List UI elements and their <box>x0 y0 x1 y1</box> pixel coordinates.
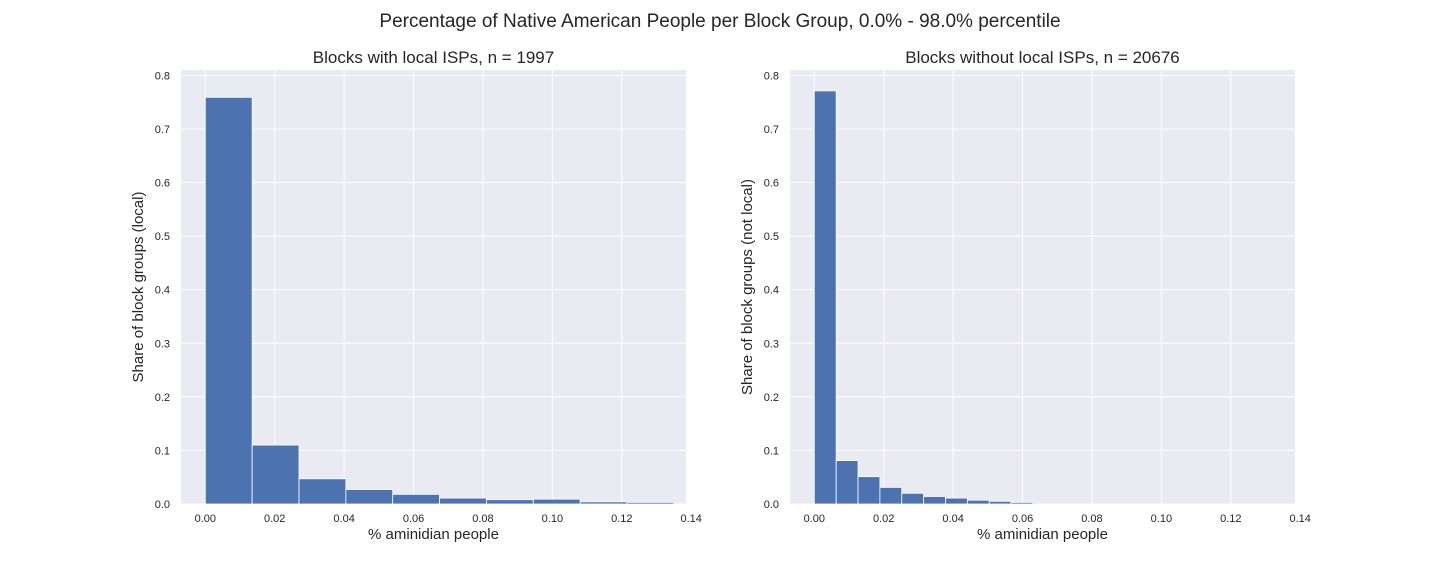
histogram-bars <box>813 90 1034 505</box>
histogram-bar <box>1010 501 1034 505</box>
y-tick-label: 0.3 <box>764 338 779 350</box>
gridlines <box>181 70 692 505</box>
y-tick-label: 0.4 <box>764 285 779 297</box>
y-tick-label: 0.8 <box>155 70 170 82</box>
x-tick-label: 0.00 <box>195 513 216 525</box>
x-tick-label: 0.04 <box>333 513 354 525</box>
plot-background <box>181 70 686 504</box>
histogram-bar <box>857 476 881 505</box>
x-tick-label: 0.06 <box>403 513 424 525</box>
histogram-bar <box>345 489 394 505</box>
histogram-bar <box>298 478 347 505</box>
x-tick-label: 0.08 <box>472 513 493 525</box>
y-tick-label: 0.0 <box>764 499 779 511</box>
panel-title: Blocks with local ISPs, n = 1997 <box>313 48 554 67</box>
x-tick-labels: 0.00 0.02 0.04 0.06 0.08 0.10 0.12 0.14 <box>804 513 1311 525</box>
y-tick-label: 0.1 <box>764 445 779 457</box>
histogram-bar <box>532 498 581 505</box>
x-tick-label: 0.06 <box>1012 513 1033 525</box>
figure-suptitle: Percentage of Native American People per… <box>379 11 1060 32</box>
histogram-bar <box>966 499 990 505</box>
gridlines <box>790 70 1301 505</box>
histogram-bar <box>835 460 859 505</box>
x-tick-label: 0.02 <box>264 513 285 525</box>
histogram-bar <box>204 96 253 505</box>
x-tick-label: 0.00 <box>804 513 825 525</box>
x-axis-label: % aminidian people <box>368 526 499 543</box>
y-tick-label: 0.6 <box>764 178 779 190</box>
histogram-bar <box>923 496 946 505</box>
histogram-bar <box>945 497 968 505</box>
y-tick-label: 0.2 <box>155 392 170 404</box>
y-tick-label: 0.2 <box>764 392 779 404</box>
y-tick-label: 0.5 <box>764 231 779 243</box>
histogram-bar <box>486 499 534 505</box>
x-tick-label: 0.02 <box>873 513 894 525</box>
histogram-bar <box>813 90 837 505</box>
y-tick-label: 0.7 <box>155 124 170 136</box>
x-tick-label: 0.10 <box>1151 513 1172 525</box>
y-tick-label: 0.6 <box>155 178 170 190</box>
x-tick-labels: 0.00 0.02 0.04 0.06 0.08 0.10 0.12 0.14 <box>195 513 702 525</box>
histogram-bar <box>251 444 300 505</box>
x-tick-label: 0.12 <box>1220 513 1241 525</box>
panel-local: 0.00 0.02 0.04 0.06 0.08 0.10 0.12 0.14 0.00.10… <box>130 48 702 543</box>
plot-background <box>790 70 1295 504</box>
y-tick-label: 0.0 <box>155 499 170 511</box>
x-axis-label: % aminidian people <box>977 526 1108 543</box>
x-tick-label: 0.08 <box>1081 513 1102 525</box>
panel-title: Blocks without local ISPs, n = 20676 <box>905 48 1180 67</box>
x-tick-label: 0.04 <box>942 513 963 525</box>
histogram-bar <box>626 501 675 505</box>
y-tick-label: 0.5 <box>155 231 170 243</box>
histogram-bar <box>879 486 903 505</box>
y-tick-label: 0.3 <box>155 338 170 350</box>
histogram-bar <box>439 497 487 505</box>
x-tick-label: 0.14 <box>1289 513 1310 525</box>
y-axis-label: Share of block groups (local) <box>130 192 147 383</box>
histogram-bars <box>204 96 675 505</box>
y-tick-label: 0.8 <box>764 70 779 82</box>
y-axis-label: Share of block groups (not local) <box>739 179 756 395</box>
x-tick-label: 0.14 <box>680 513 701 525</box>
x-tick-label: 0.12 <box>611 513 632 525</box>
y-tick-labels: 0.0 0.1 0.2 0.3 0.4 0.5 0.6 0.7 0.8 <box>155 70 170 511</box>
y-tick-label: 0.4 <box>155 285 170 297</box>
y-tick-label: 0.7 <box>764 124 779 136</box>
y-tick-label: 0.1 <box>155 445 170 457</box>
x-tick-label: 0.10 <box>542 513 563 525</box>
histogram-bar <box>392 493 440 505</box>
panel-not-local: 0.00 0.02 0.04 0.06 0.08 0.10 0.12 0.14 0.00.10… <box>739 48 1311 543</box>
histogram-bar <box>988 500 1012 505</box>
y-tick-labels: 0.0 0.1 0.2 0.3 0.4 0.5 0.6 0.7 0.8 <box>764 70 779 511</box>
histogram-bar <box>579 501 628 505</box>
histogram-bar <box>901 492 925 505</box>
